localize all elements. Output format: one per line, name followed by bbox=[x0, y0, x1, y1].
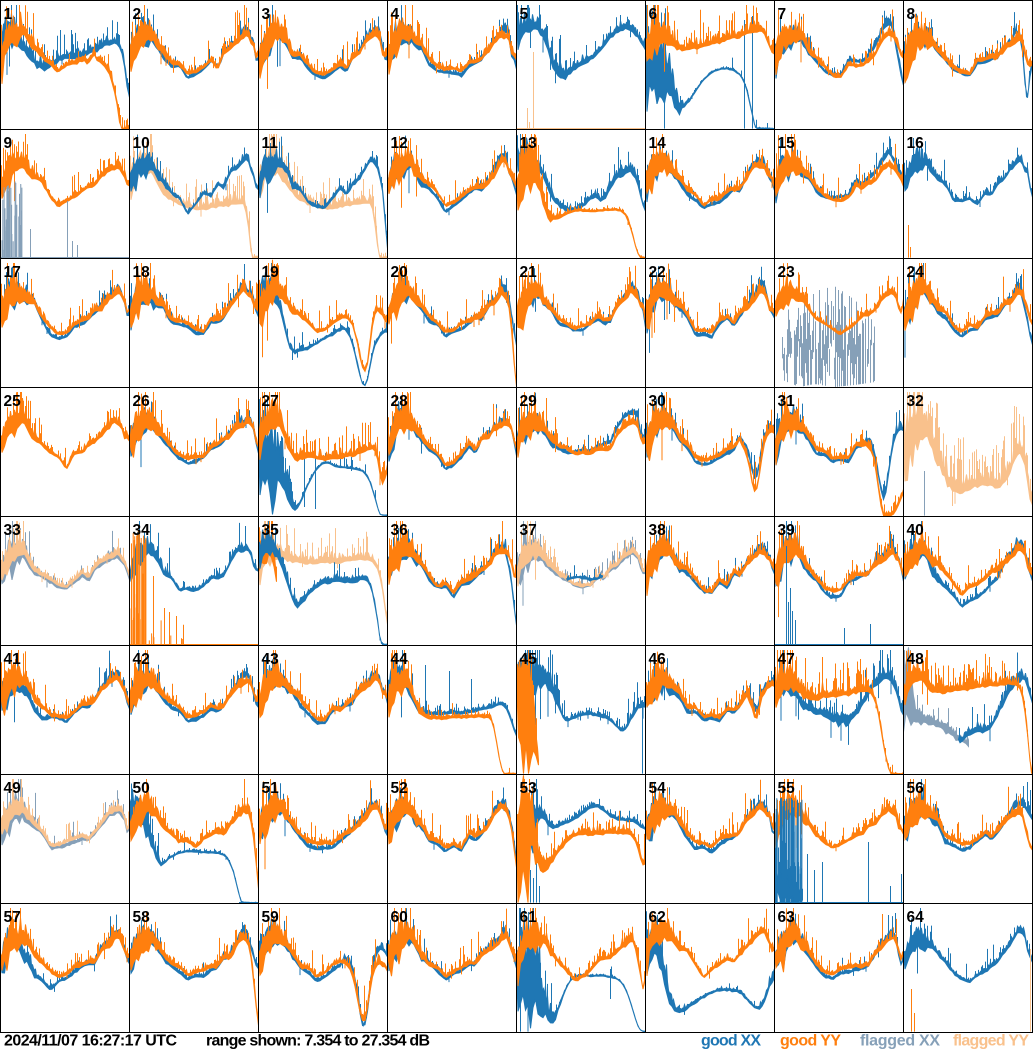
svg-text:13: 13 bbox=[520, 135, 538, 152]
svg-text:61: 61 bbox=[520, 909, 538, 926]
svg-text:20: 20 bbox=[391, 264, 408, 281]
svg-text:15: 15 bbox=[778, 135, 796, 152]
svg-text:good YY: good YY bbox=[780, 1033, 841, 1050]
svg-text:22: 22 bbox=[649, 264, 666, 281]
svg-text:12: 12 bbox=[391, 135, 408, 152]
svg-text:flagged XX: flagged XX bbox=[860, 1033, 940, 1050]
svg-text:26: 26 bbox=[133, 393, 151, 410]
svg-text:48: 48 bbox=[907, 651, 925, 668]
svg-text:17: 17 bbox=[4, 264, 21, 281]
svg-text:50: 50 bbox=[133, 780, 150, 797]
svg-text:16: 16 bbox=[907, 135, 925, 152]
svg-text:1: 1 bbox=[4, 6, 13, 23]
svg-text:45: 45 bbox=[520, 651, 538, 668]
svg-text:53: 53 bbox=[520, 780, 538, 797]
svg-text:28: 28 bbox=[391, 393, 409, 410]
svg-text:25: 25 bbox=[4, 393, 22, 410]
svg-text:44: 44 bbox=[391, 651, 409, 668]
svg-text:47: 47 bbox=[778, 651, 795, 668]
svg-text:64: 64 bbox=[907, 909, 925, 926]
svg-text:flagged YY: flagged YY bbox=[953, 1033, 1029, 1050]
svg-text:10: 10 bbox=[133, 135, 150, 152]
svg-text:21: 21 bbox=[520, 264, 538, 281]
svg-text:8: 8 bbox=[907, 6, 916, 23]
svg-text:23: 23 bbox=[778, 264, 796, 281]
svg-text:3: 3 bbox=[262, 6, 271, 23]
svg-text:43: 43 bbox=[262, 651, 280, 668]
svg-text:29: 29 bbox=[520, 393, 538, 410]
svg-text:30: 30 bbox=[649, 393, 666, 410]
svg-text:27: 27 bbox=[262, 393, 279, 410]
svg-text:56: 56 bbox=[907, 780, 925, 797]
svg-text:57: 57 bbox=[4, 909, 21, 926]
svg-text:7: 7 bbox=[778, 6, 787, 23]
svg-text:63: 63 bbox=[778, 909, 796, 926]
svg-text:37: 37 bbox=[520, 522, 537, 539]
svg-text:24: 24 bbox=[907, 264, 925, 281]
svg-text:good XX: good XX bbox=[701, 1033, 761, 1050]
svg-text:62: 62 bbox=[649, 909, 666, 926]
svg-text:2: 2 bbox=[133, 6, 142, 23]
svg-text:35: 35 bbox=[262, 522, 280, 539]
svg-text:14: 14 bbox=[649, 135, 667, 152]
svg-text:range shown: 7.354 to 27.354 d: range shown: 7.354 to 27.354 dB bbox=[206, 1033, 430, 1050]
svg-text:5: 5 bbox=[520, 6, 529, 23]
svg-text:42: 42 bbox=[133, 651, 150, 668]
svg-text:19: 19 bbox=[262, 264, 280, 281]
svg-text:31: 31 bbox=[778, 393, 796, 410]
svg-text:40: 40 bbox=[907, 522, 924, 539]
svg-text:36: 36 bbox=[391, 522, 409, 539]
svg-text:4: 4 bbox=[391, 6, 400, 23]
svg-text:54: 54 bbox=[649, 780, 667, 797]
svg-text:33: 33 bbox=[4, 522, 22, 539]
svg-text:59: 59 bbox=[262, 909, 280, 926]
svg-text:9: 9 bbox=[4, 135, 13, 152]
svg-text:6: 6 bbox=[649, 6, 658, 23]
svg-text:49: 49 bbox=[4, 780, 22, 797]
svg-text:11: 11 bbox=[262, 135, 279, 152]
svg-text:41: 41 bbox=[4, 651, 22, 668]
svg-text:51: 51 bbox=[262, 780, 280, 797]
svg-text:34: 34 bbox=[133, 522, 151, 539]
svg-text:55: 55 bbox=[778, 780, 796, 797]
svg-text:2024/11/07 16:27:17 UTC: 2024/11/07 16:27:17 UTC bbox=[4, 1033, 177, 1050]
svg-text:60: 60 bbox=[391, 909, 408, 926]
svg-text:18: 18 bbox=[133, 264, 151, 281]
svg-text:32: 32 bbox=[907, 393, 924, 410]
svg-text:58: 58 bbox=[133, 909, 151, 926]
svg-text:38: 38 bbox=[649, 522, 667, 539]
svg-text:52: 52 bbox=[391, 780, 408, 797]
svg-text:46: 46 bbox=[649, 651, 667, 668]
svg-text:39: 39 bbox=[778, 522, 796, 539]
